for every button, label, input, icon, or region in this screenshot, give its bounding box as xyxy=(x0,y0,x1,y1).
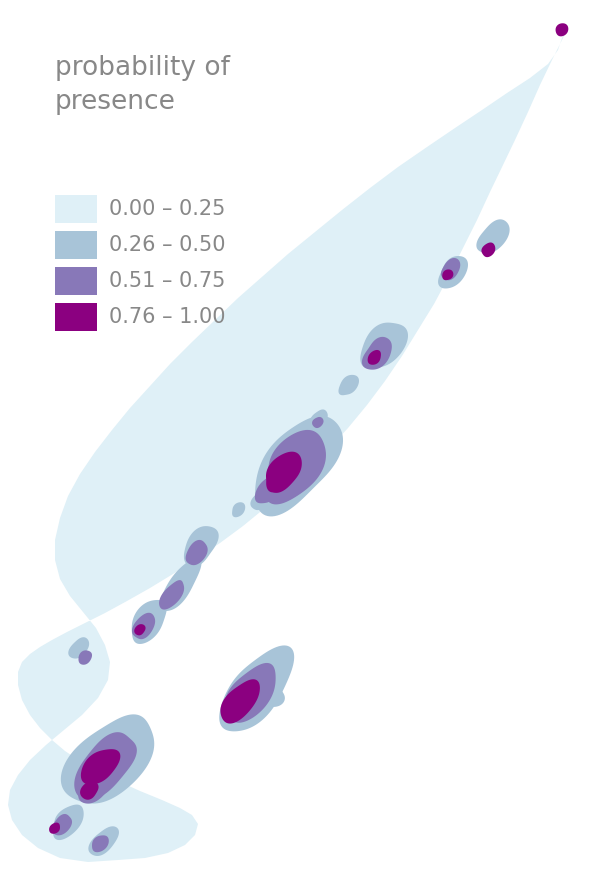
Polygon shape xyxy=(61,715,154,803)
Polygon shape xyxy=(80,781,98,800)
Polygon shape xyxy=(267,688,285,707)
Polygon shape xyxy=(160,558,202,611)
Polygon shape xyxy=(556,24,568,36)
Polygon shape xyxy=(265,430,326,504)
Polygon shape xyxy=(476,219,509,253)
Text: 0.00 – 0.25: 0.00 – 0.25 xyxy=(109,199,226,219)
Polygon shape xyxy=(225,663,275,723)
Polygon shape xyxy=(266,452,302,493)
Polygon shape xyxy=(481,242,496,257)
Polygon shape xyxy=(132,600,167,644)
Polygon shape xyxy=(78,768,111,803)
Polygon shape xyxy=(250,488,271,510)
Polygon shape xyxy=(49,823,60,834)
Polygon shape xyxy=(232,503,245,517)
Polygon shape xyxy=(81,749,121,785)
Polygon shape xyxy=(184,526,218,567)
Polygon shape xyxy=(310,410,328,427)
Polygon shape xyxy=(255,416,343,517)
Polygon shape xyxy=(368,350,381,365)
Polygon shape xyxy=(442,269,454,281)
Text: 0.51 – 0.75: 0.51 – 0.75 xyxy=(109,271,226,291)
Polygon shape xyxy=(266,465,290,492)
Polygon shape xyxy=(53,804,83,840)
Polygon shape xyxy=(338,374,359,396)
Polygon shape xyxy=(220,680,260,724)
Polygon shape xyxy=(132,613,155,639)
Bar xyxy=(55,303,97,331)
Text: 0.76 – 1.00: 0.76 – 1.00 xyxy=(109,307,226,327)
Polygon shape xyxy=(219,645,294,731)
Bar xyxy=(55,231,97,259)
Polygon shape xyxy=(8,28,568,862)
Polygon shape xyxy=(74,732,137,800)
Text: probability of
presence: probability of presence xyxy=(55,55,230,115)
Polygon shape xyxy=(79,651,92,665)
Polygon shape xyxy=(159,580,184,610)
Polygon shape xyxy=(362,337,392,370)
Polygon shape xyxy=(360,323,408,368)
Text: 0.26 – 0.50: 0.26 – 0.50 xyxy=(109,235,226,255)
Bar xyxy=(55,267,97,295)
Polygon shape xyxy=(185,540,208,565)
Polygon shape xyxy=(312,417,323,428)
Polygon shape xyxy=(52,814,72,836)
Polygon shape xyxy=(438,256,468,289)
Bar xyxy=(55,195,97,223)
Polygon shape xyxy=(441,258,460,281)
Polygon shape xyxy=(134,624,146,635)
Polygon shape xyxy=(68,638,89,659)
Polygon shape xyxy=(255,473,283,503)
Polygon shape xyxy=(92,836,109,852)
Polygon shape xyxy=(88,826,119,856)
